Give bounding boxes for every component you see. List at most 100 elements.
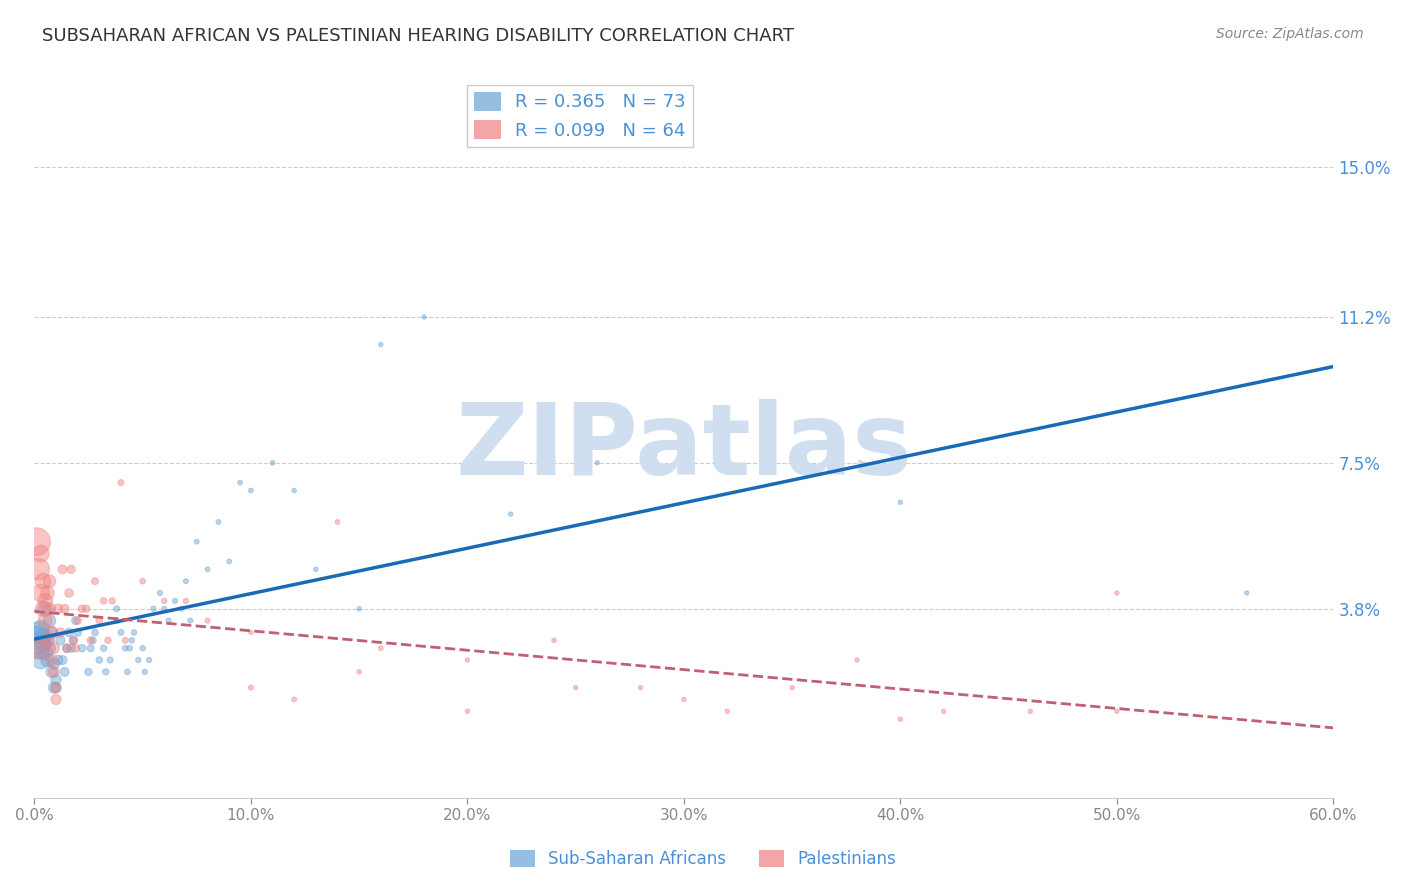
Point [51,653,73,667]
Point [37,586,59,600]
Point [62,633,84,648]
Point [131,574,153,589]
Point [229,475,252,490]
Point [153,594,176,608]
Point [70,601,93,615]
Point [37,633,59,648]
Point [41,653,63,667]
Point [58,625,80,640]
Point [56,641,79,656]
Point [672,692,695,706]
Point [93,641,115,656]
Point [149,586,172,600]
Point [218,554,240,568]
Point [84,574,107,589]
Point [174,594,197,608]
Point [889,495,911,509]
Point [37,653,59,667]
Point [53,665,76,679]
Point [89,614,111,628]
Point [780,681,803,695]
Point [101,594,124,608]
Text: Source: ZipAtlas.com: Source: ZipAtlas.com [1216,27,1364,41]
Point [94,665,117,679]
Point [32,574,55,589]
Point [564,681,586,695]
Point [105,601,128,615]
Point [38,601,60,615]
Point [45,681,67,695]
Point [142,601,165,615]
Point [239,625,262,640]
Point [889,712,911,726]
Point [499,507,522,521]
Point [1105,586,1128,600]
Point [32,637,55,651]
Point [65,614,87,628]
Point [30,547,52,561]
Point [283,692,305,706]
Point [370,641,392,656]
Legend: R = 0.365   N = 73, R = 0.099   N = 64: R = 0.365 N = 73, R = 0.099 N = 64 [467,85,693,147]
Point [1019,704,1042,718]
Point [38,574,60,589]
Point [347,665,370,679]
Point [28,562,51,576]
Point [56,641,79,656]
Point [79,633,101,648]
Point [34,601,56,615]
Point [65,641,87,656]
Point [28,641,51,656]
Point [347,601,370,615]
Point [37,633,59,648]
Point [32,629,55,643]
Point [41,625,63,640]
Point [49,633,72,648]
Point [1236,586,1258,600]
Point [42,641,65,656]
Point [370,337,392,351]
Point [630,681,652,695]
Point [170,601,193,615]
Text: SUBSAHARAN AFRICAN VS PALESTINIAN HEARING DISABILITY CORRELATION CHART: SUBSAHARAN AFRICAN VS PALESTINIAN HEARIN… [42,27,794,45]
Point [283,483,305,498]
Point [45,673,67,687]
Point [105,614,128,628]
Legend: Sub-Saharan Africans, Palestinians: Sub-Saharan Africans, Palestinians [503,843,903,875]
Point [51,562,73,576]
Point [60,641,83,656]
Point [79,641,101,656]
Point [413,310,436,324]
Point [239,483,262,498]
Point [138,653,160,667]
Point [165,594,187,608]
Point [41,665,63,679]
Point [28,625,51,640]
Point [305,562,328,576]
Point [49,625,72,640]
Point [38,614,60,628]
Point [38,641,60,656]
Point [82,633,104,648]
Point [66,625,89,640]
Point [174,574,197,589]
Point [97,633,120,648]
Point [326,515,349,529]
Point [121,633,143,648]
Point [42,681,65,695]
Point [117,665,139,679]
Point [77,665,100,679]
Point [84,625,107,640]
Point [42,665,65,679]
Point [42,657,65,671]
Point [179,614,201,628]
Point [98,653,121,667]
Point [34,614,56,628]
Point [846,653,869,667]
Point [186,534,208,549]
Point [456,653,478,667]
Text: ZIPatlas: ZIPatlas [456,400,912,496]
Point [45,692,67,706]
Point [207,515,229,529]
Point [66,614,89,628]
